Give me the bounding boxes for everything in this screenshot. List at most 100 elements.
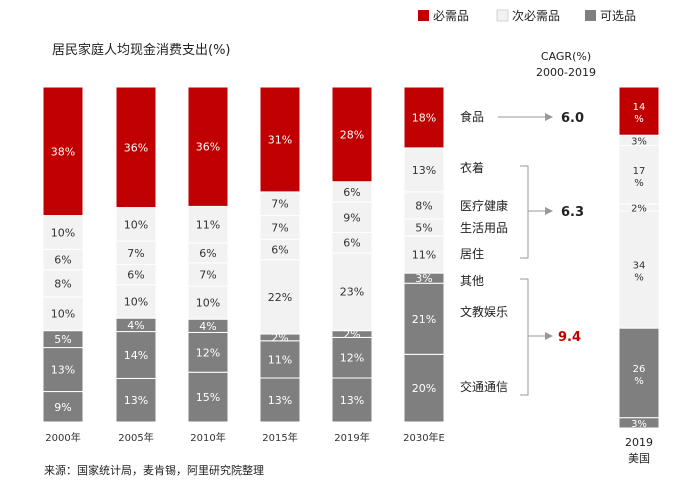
us-bar-group: 3%26%34%2%17%3%14%	[618, 86, 660, 430]
cagr-title-line2: 2000-2019	[536, 66, 596, 79]
category-clothing: 衣着	[460, 160, 484, 175]
cagr-necessity: 6.0	[561, 111, 584, 126]
bar-value-label: 13%	[268, 394, 292, 407]
bracket-optional	[520, 278, 529, 396]
bar-value-label: 6%	[343, 237, 360, 250]
bar-value-label: 11%	[412, 249, 436, 262]
bar-value-label: 13%	[412, 164, 436, 177]
bar-value-label: 6%	[343, 186, 360, 199]
category-medical: 医疗健康	[460, 198, 508, 213]
x-tick-label: 2019年	[334, 431, 369, 444]
us-label-country: 美国	[628, 452, 650, 465]
bar-value-label: 22%	[268, 291, 292, 304]
bar-value-label: 38%	[51, 145, 75, 158]
bar-value-label: 5%	[415, 221, 432, 234]
us-bar-segment	[618, 145, 660, 205]
bar-value-label: 10%	[124, 295, 148, 308]
cagr-title-line1: CAGR(%)	[541, 50, 591, 63]
bar-value-label: 36%	[196, 141, 220, 154]
bar-segment	[331, 377, 373, 423]
category-food: 食品	[460, 109, 484, 124]
us-bar-value-unit: %	[634, 273, 644, 284]
bar-value-label: 6%	[127, 269, 144, 282]
bar-value-label: 9%	[343, 211, 360, 224]
bar-segment	[403, 86, 445, 149]
bar-value-label: 6%	[54, 254, 71, 267]
x-tick-label: 2010年	[190, 431, 225, 444]
legend-label-secondary: 次必需品	[512, 9, 560, 23]
us-bar-value-unit: %	[634, 114, 644, 125]
bar-value-label: 13%	[124, 394, 148, 407]
arrow-food-head	[545, 113, 553, 121]
us-bar-value-label: 3%	[631, 136, 647, 147]
bar-segment	[187, 371, 229, 423]
bar-segment	[115, 284, 157, 319]
bar-segment	[187, 285, 229, 320]
legend-label-optional: 可选品	[600, 9, 636, 23]
bar-segment	[187, 205, 229, 244]
bar-value-label: 7%	[271, 221, 288, 234]
us-label-year: 2019	[625, 436, 653, 449]
bar-value-label: 10%	[51, 308, 75, 321]
bar-value-label: 13%	[51, 364, 75, 377]
bar-value-label: 12%	[340, 352, 364, 365]
bar-value-label: 6%	[199, 247, 216, 260]
bar-value-label: 21%	[412, 313, 436, 326]
bar-segment	[259, 259, 301, 335]
category-other: 其他	[460, 274, 484, 288]
x-tick-label: 2030年E	[403, 431, 445, 444]
bars-group: 9% 13% 5% 10% 8% 6% 10% 38% 13% 14% 4% 10% 6% 7% 10% 36…	[42, 86, 445, 423]
category-daily: 生活用品	[460, 221, 508, 235]
bar-segment	[42, 269, 84, 298]
bar-value-label: 10%	[51, 227, 75, 240]
bar-value-label: 2%	[343, 328, 360, 341]
legend-swatch-necessity	[418, 10, 429, 21]
bar-value-label: 36%	[124, 141, 148, 154]
bar-value-label: 6%	[271, 243, 288, 256]
bar-segment	[42, 296, 84, 332]
bar-value-label: 8%	[415, 199, 432, 212]
us-bar-value-label: 26	[633, 364, 646, 375]
us-bar-value-label: 34	[633, 261, 646, 272]
bar-segment	[403, 147, 445, 193]
arrow-secondary-head	[545, 207, 553, 215]
cagr-secondary: 6.3	[561, 205, 584, 220]
bar-value-label: 20%	[412, 382, 436, 395]
bar-value-label: 2%	[271, 331, 288, 344]
us-bar-segment	[618, 86, 660, 136]
x-tick-label: 2000年	[45, 431, 80, 444]
bar-value-label: 7%	[127, 247, 144, 260]
bar-segment	[115, 377, 157, 423]
us-bar-value-label: 2%	[631, 204, 647, 215]
category-transport: 交通通信	[460, 379, 508, 394]
bar-segment	[259, 86, 301, 193]
legend-label-necessity: 必需品	[433, 9, 469, 23]
bar-value-label: 13%	[340, 394, 364, 407]
bar-value-label: 14%	[124, 349, 148, 362]
category-housing: 居住	[460, 247, 484, 261]
bar-segment	[331, 252, 373, 332]
bar-segment	[115, 331, 157, 379]
x-tick-label: 2015年	[262, 431, 297, 444]
bar-value-label: 28%	[340, 128, 364, 141]
bar-value-label: 5%	[54, 333, 71, 346]
bar-value-label: 18%	[412, 111, 436, 124]
category-education: 文教娱乐	[460, 304, 508, 319]
us-bar-value-label: 14	[633, 102, 646, 113]
bar-segment	[331, 86, 373, 183]
bar-segment	[259, 377, 301, 423]
bar-value-label: 7%	[199, 268, 216, 281]
x-axis-labels: 2000年 2005年 2010年 2015年 2019年 2030年E	[45, 431, 445, 444]
bar-segment	[187, 331, 229, 373]
bar-value-label: 11%	[268, 353, 292, 366]
us-bar-value-label: 3%	[631, 419, 647, 430]
source-note: 来源：国家统计局，麦肯锡，阿里研究院整理	[44, 463, 264, 477]
bar-segment	[42, 391, 84, 423]
arrow-optional-head	[545, 332, 553, 340]
bar-value-label: 4%	[199, 320, 216, 333]
bar-segment	[42, 86, 84, 217]
bar-segment	[403, 353, 445, 423]
bracket-secondary	[520, 165, 529, 259]
bar-value-label: 8%	[54, 277, 71, 290]
